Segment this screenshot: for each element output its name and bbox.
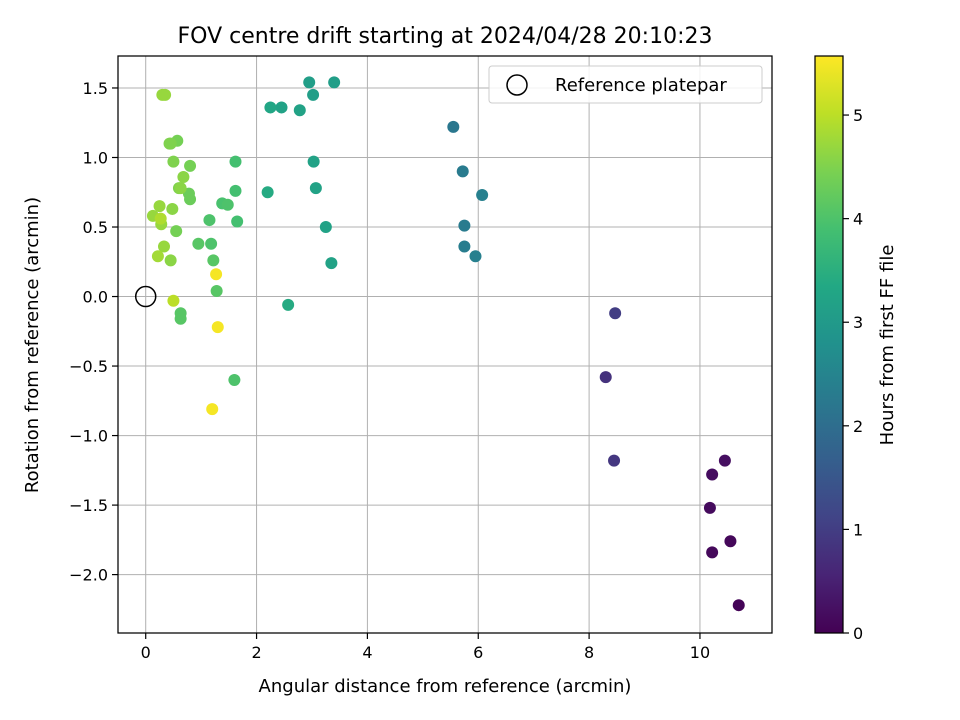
data-point — [293, 104, 306, 117]
y-tick-label: 0.0 — [83, 288, 108, 307]
data-point — [163, 137, 176, 150]
grid-lines — [118, 56, 772, 633]
data-point — [206, 403, 219, 416]
data-point — [458, 240, 471, 253]
data-point — [159, 88, 172, 101]
legend: Reference platepar — [488, 65, 763, 104]
reference-platepar-marker — [134, 285, 157, 308]
data-point — [328, 76, 341, 89]
data-point — [706, 546, 719, 559]
data-point — [456, 165, 469, 178]
data-point — [158, 240, 171, 253]
colorbar-tick-label: 0 — [853, 624, 863, 643]
data-point — [167, 294, 180, 307]
plot-frame — [117, 55, 773, 634]
data-point — [167, 155, 180, 168]
data-point — [221, 198, 234, 211]
y-ticks: −2.0 −1.5 −1.0 −0.5 0.0 0.5 1.0 1.5 — [69, 79, 118, 585]
data-point — [282, 298, 295, 311]
x-tick-label: 2 — [251, 643, 261, 662]
data-point — [151, 250, 164, 263]
data-point — [210, 268, 223, 281]
colorbar-ticks: 0 1 2 3 4 5 — [843, 106, 863, 643]
data-point — [703, 501, 716, 514]
colorbar: 0 1 2 3 4 5 Hours from first FF file — [814, 55, 898, 643]
x-tick-label: 6 — [473, 643, 483, 662]
data-point — [469, 250, 482, 263]
data-points — [146, 76, 745, 612]
data-point — [608, 454, 621, 467]
data-point — [231, 215, 244, 228]
data-point — [229, 155, 242, 168]
colorbar-label: Hours from first FF file — [877, 245, 898, 446]
data-point — [319, 221, 332, 234]
data-point — [164, 254, 177, 267]
legend-marker-icon — [506, 74, 528, 96]
data-point — [174, 312, 187, 325]
data-point — [166, 202, 179, 215]
colorbar-strip — [814, 55, 844, 634]
x-ticks: 0 2 4 6 8 10 — [141, 633, 710, 662]
colorbar-tick-label: 4 — [853, 210, 863, 229]
y-tick-label: −0.5 — [69, 357, 108, 376]
data-point — [706, 468, 719, 481]
data-point — [210, 284, 223, 297]
x-tick-label: 10 — [690, 643, 710, 662]
data-point — [303, 76, 316, 89]
data-point — [229, 184, 242, 197]
data-point — [724, 535, 737, 548]
data-point — [170, 225, 183, 238]
data-point — [476, 189, 489, 202]
y-tick-label: −1.5 — [69, 496, 108, 515]
data-point — [599, 371, 612, 384]
y-tick-label: 1.5 — [83, 79, 108, 98]
y-tick-label: −1.0 — [69, 427, 108, 446]
data-point — [275, 101, 288, 114]
data-point — [609, 307, 622, 320]
data-point — [264, 101, 277, 114]
colorbar-tick-label: 5 — [853, 106, 863, 125]
legend-label: Reference platepar — [555, 75, 727, 96]
data-point — [228, 373, 241, 386]
data-point — [184, 159, 197, 172]
data-point — [207, 254, 220, 267]
colorbar-tick-label: 3 — [853, 313, 863, 332]
x-axis-label: Angular distance from reference (arcmin) — [259, 676, 632, 697]
y-tick-label: 1.0 — [83, 148, 108, 167]
y-axis-label: Rotation from reference (arcmin) — [22, 197, 43, 493]
y-tick-label: −2.0 — [69, 566, 108, 585]
data-point — [261, 186, 274, 199]
data-point — [458, 219, 471, 232]
data-point — [203, 214, 216, 227]
colorbar-tick-label: 2 — [853, 417, 863, 436]
data-point — [192, 237, 205, 250]
data-point — [205, 237, 218, 250]
chart-title: FOV centre drift starting at 2024/04/28 … — [178, 24, 713, 49]
data-point — [153, 200, 166, 213]
data-point — [309, 182, 322, 195]
data-point — [154, 212, 167, 225]
colorbar-tick-label: 1 — [853, 520, 863, 539]
data-point — [447, 120, 460, 133]
data-point — [211, 321, 224, 334]
data-point — [177, 170, 190, 183]
y-tick-label: 0.5 — [83, 218, 108, 237]
legend-box — [488, 65, 763, 104]
data-point — [307, 155, 320, 168]
data-point — [174, 182, 187, 195]
data-point — [732, 599, 745, 612]
data-point — [307, 88, 320, 101]
data-point — [325, 257, 338, 270]
x-tick-label: 0 — [141, 643, 151, 662]
data-point — [718, 454, 731, 467]
x-tick-label: 8 — [584, 643, 594, 662]
x-tick-label: 4 — [362, 643, 372, 662]
